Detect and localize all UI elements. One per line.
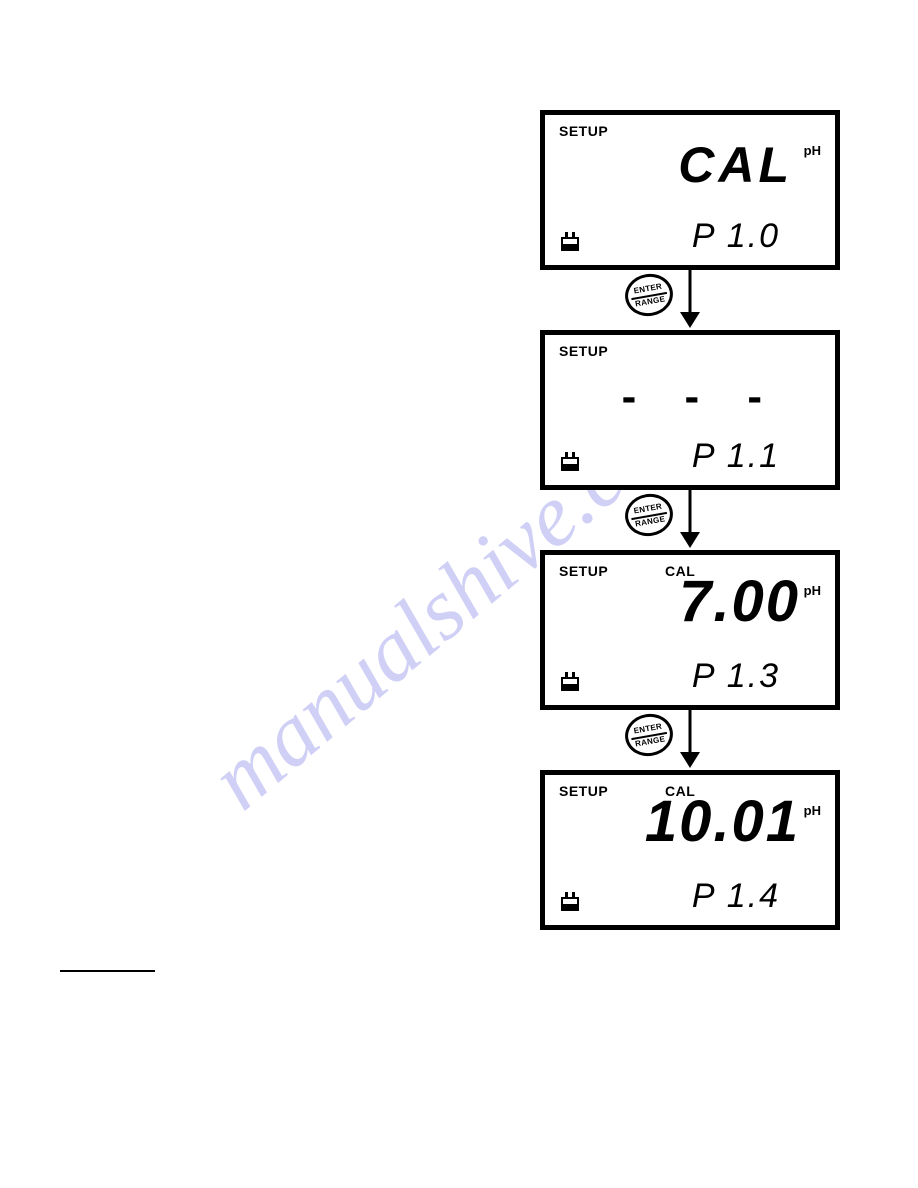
horizontal-rule xyxy=(60,970,155,972)
enter-range-button[interactable]: ENTER RANGE xyxy=(622,270,677,320)
main-reading: 10.01 xyxy=(645,793,800,851)
battery-icon xyxy=(561,237,579,251)
battery-icon xyxy=(561,677,579,691)
unit-label: pH xyxy=(804,583,821,598)
sub-reading: P 1.1 xyxy=(692,439,780,473)
lcd-screen-3: SETUP CAL pH 7.00 P 1.3 xyxy=(540,550,840,710)
enter-range-button[interactable]: ENTER RANGE xyxy=(622,490,677,540)
battery-icon xyxy=(561,897,579,911)
lcd-screen-1: SETUP pH CAL P 1.0 xyxy=(540,110,840,270)
sub-reading: P 1.4 xyxy=(692,879,780,913)
button-bottom-label: RANGE xyxy=(629,293,672,309)
setup-label: SETUP xyxy=(559,783,608,799)
button-bottom-label: RANGE xyxy=(629,513,672,529)
connector-3: ENTER RANGE xyxy=(540,710,840,770)
main-reading: 7.00 xyxy=(679,573,800,631)
setup-label: SETUP xyxy=(559,123,608,139)
setup-label: SETUP xyxy=(559,343,608,359)
lcd-screen-2: SETUP - - - P 1.1 xyxy=(540,330,840,490)
unit-label: pH xyxy=(804,143,821,158)
unit-label: pH xyxy=(804,803,821,818)
main-reading: - - - xyxy=(622,375,780,419)
button-bottom-label: RANGE xyxy=(629,733,672,749)
battery-icon xyxy=(561,457,579,471)
sub-reading: P 1.3 xyxy=(692,659,780,693)
setup-label: SETUP xyxy=(559,563,608,579)
flow-diagram: SETUP pH CAL P 1.0 ENTER RANGE SETUP - -… xyxy=(520,110,860,930)
connector-2: ENTER RANGE xyxy=(540,490,840,550)
main-reading: CAL xyxy=(678,140,793,190)
lcd-screen-4: SETUP CAL pH 10.01 P 1.4 xyxy=(540,770,840,930)
arrow-down-icon xyxy=(680,312,700,328)
arrow-down-icon xyxy=(680,752,700,768)
arrow-down-icon xyxy=(680,532,700,548)
sub-reading: P 1.0 xyxy=(692,219,780,253)
enter-range-button[interactable]: ENTER RANGE xyxy=(622,710,677,760)
connector-1: ENTER RANGE xyxy=(540,270,840,330)
